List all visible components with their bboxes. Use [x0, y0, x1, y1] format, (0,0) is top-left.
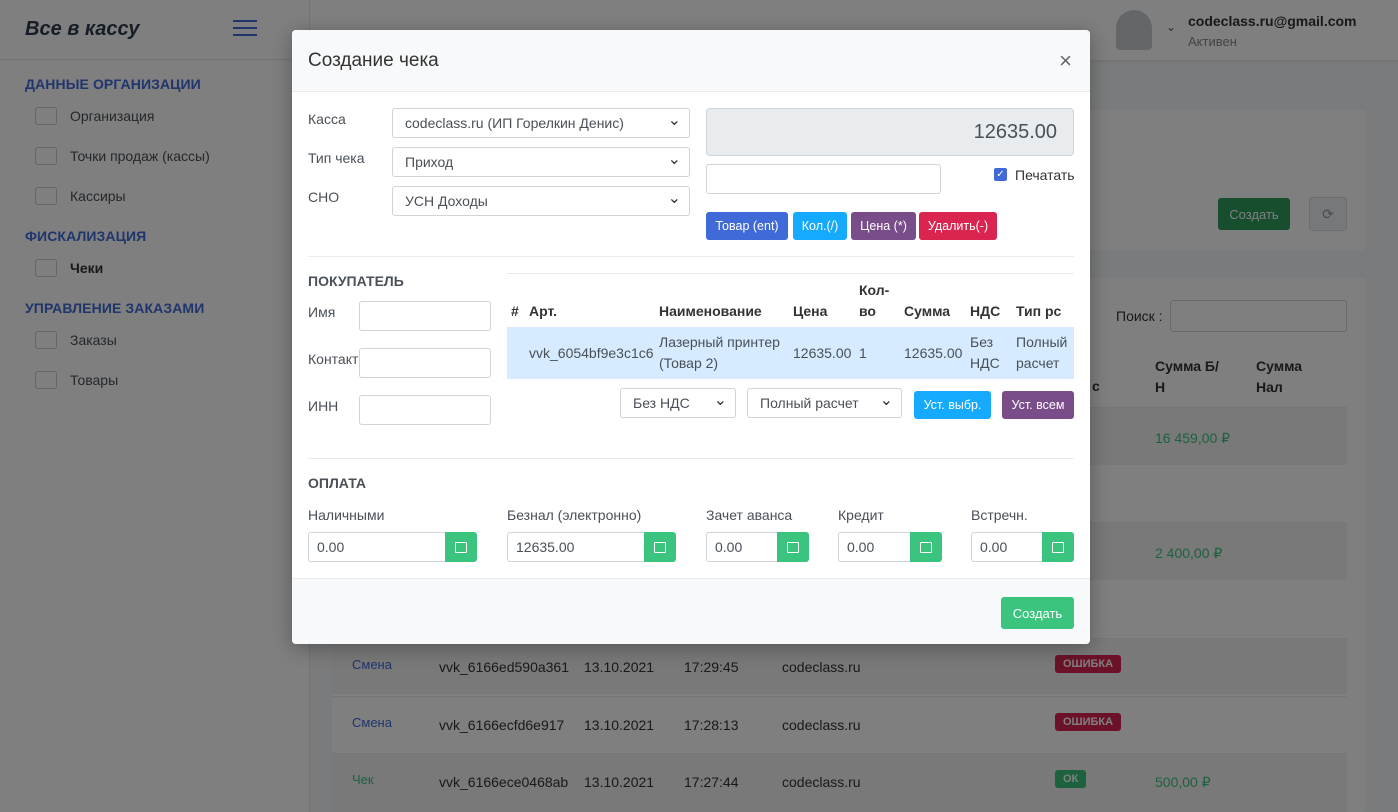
sno-label: СНО — [308, 189, 340, 205]
counter-label: Встречн. — [971, 507, 1028, 523]
contact-label: Контакт — [308, 351, 359, 367]
column-header-name: Наименование — [659, 303, 762, 319]
total-amount: 12635.00 — [706, 108, 1074, 156]
cashless-label: Безнал (электронно) — [507, 507, 642, 523]
column-header-qty-cont: во — [859, 303, 876, 319]
item-name-cont: (Товар 2) — [659, 355, 719, 371]
divider — [507, 273, 1074, 274]
column-header-price: Цена — [793, 303, 828, 319]
buyer-contact-input[interactable] — [359, 348, 491, 378]
cash-input[interactable]: 0.00 — [308, 532, 446, 562]
payment-section-title: ОПЛАТА — [308, 475, 366, 491]
table-row[interactable]: vvk_6054bf9e3c1c6 Лазерный принтер (Това… — [507, 327, 1074, 379]
column-header-art: Арт. — [529, 303, 557, 319]
fill-icon — [920, 541, 932, 553]
kassa-select[interactable]: codeclass.ru (ИП Горелкин Денис) — [392, 108, 690, 138]
advance-input[interactable]: 0.00 — [706, 532, 778, 562]
item-nds: Без — [970, 334, 994, 350]
item-name: Лазерный принтер — [659, 334, 780, 350]
quantity-button[interactable]: Кол.(/) — [793, 212, 847, 240]
column-header-nds: НДС — [970, 303, 1001, 319]
close-icon[interactable]: × — [1059, 48, 1072, 73]
barcode-input[interactable] — [706, 164, 941, 194]
calc-type-select[interactable]: Полный расчет — [747, 388, 902, 418]
fill-counter-button[interactable] — [1042, 532, 1074, 562]
item-art: vvk_6054bf9e3c1c6 — [529, 345, 654, 361]
set-all-button[interactable]: Уст. всем — [1002, 391, 1074, 419]
buyer-inn-input[interactable] — [359, 395, 491, 425]
item-sum: 12635.00 — [904, 345, 963, 361]
item-price: 12635.00 — [793, 345, 852, 361]
fill-icon — [455, 541, 467, 553]
fill-icon — [654, 541, 666, 553]
fill-advance-button[interactable] — [777, 532, 809, 562]
divider — [308, 458, 1074, 459]
credit-label: Кредит — [838, 507, 884, 523]
fill-cash-button[interactable] — [445, 532, 477, 562]
item-qty: 1 — [859, 345, 867, 361]
item-calc-type-cont: расчет — [1016, 355, 1060, 371]
buyer-name-input[interactable] — [359, 301, 491, 331]
fill-icon — [787, 541, 799, 553]
divider — [308, 256, 1074, 257]
cashless-input[interactable]: 12635.00 — [507, 532, 645, 562]
counter-input[interactable]: 0.00 — [971, 532, 1043, 562]
receipt-type-select[interactable]: Приход — [392, 147, 690, 177]
modal-title: Создание чека — [292, 30, 1090, 92]
column-header-qty: Кол- — [859, 282, 890, 298]
credit-input[interactable]: 0.00 — [838, 532, 911, 562]
item-nds-cont: НДС — [970, 355, 1000, 371]
modal-footer: Создать — [292, 578, 1090, 644]
create-button[interactable]: Создать — [1001, 597, 1074, 629]
item-calc-type: Полный — [1016, 334, 1068, 350]
column-header-type: Тип рс — [1016, 303, 1062, 319]
nds-select[interactable]: Без НДС — [620, 388, 736, 418]
fill-credit-button[interactable] — [910, 532, 942, 562]
add-product-button[interactable]: Товар (ent) — [706, 212, 788, 240]
column-header-sum: Сумма — [904, 303, 951, 319]
create-receipt-modal: Создание чека × Касса codeclass.ru (ИП Г… — [292, 30, 1090, 644]
fill-cashless-button[interactable] — [644, 532, 676, 562]
kassa-label: Касса — [308, 111, 346, 127]
sno-select[interactable]: УСН Доходы — [392, 186, 690, 216]
receipt-type-label: Тип чека — [308, 150, 365, 166]
cash-label: Наличными — [308, 507, 385, 523]
advance-label: Зачет аванса — [706, 507, 793, 523]
delete-button[interactable]: Удалить(-) — [919, 212, 997, 240]
fill-icon — [1052, 541, 1064, 553]
buyer-section-title: ПОКУПАТЕЛЬ — [308, 273, 404, 289]
column-header-num: # — [511, 303, 519, 319]
name-label: Имя — [308, 304, 336, 320]
print-checkbox[interactable]: ✓ — [994, 168, 1007, 181]
print-label: Печатать — [1015, 167, 1075, 183]
set-selected-button[interactable]: Уст. выбр. — [914, 391, 991, 419]
inn-label: ИНН — [308, 398, 339, 414]
price-button[interactable]: Цена (*) — [851, 212, 916, 240]
